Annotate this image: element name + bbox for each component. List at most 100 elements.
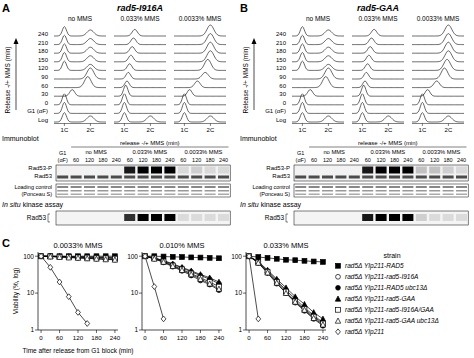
loading-band [443, 194, 454, 196]
x-tick-label: 120 [177, 334, 188, 341]
facs-row-label: G1 (αF) [27, 108, 48, 114]
facs-histogram [114, 64, 166, 71]
y-tick-label: 10 [131, 289, 139, 296]
series-marker [216, 279, 221, 284]
facs-histogram [114, 113, 166, 122]
rad53-band [389, 176, 400, 179]
series-marker [143, 254, 148, 259]
blot-title: Immunoblot [2, 135, 39, 142]
rad53-band [138, 176, 149, 179]
loading-band [111, 186, 122, 188]
loading-band [138, 186, 149, 188]
facs-histogram [54, 61, 106, 70]
kinase-title: In situ kinase assay [240, 201, 302, 209]
facs-axis [114, 123, 166, 124]
blot-row-label: Rad53 [34, 173, 52, 179]
kinase-title-part: assay [281, 201, 302, 209]
loading-band [295, 194, 306, 196]
rad53-band [111, 176, 122, 179]
blot-row-label: Rad53-P [266, 165, 290, 171]
lane-label: 180 [206, 157, 215, 163]
loading-label-part: (Ponceau S) [21, 191, 52, 197]
series-marker [57, 279, 62, 285]
y-tick-label: 1 [238, 326, 242, 333]
series-marker [103, 257, 108, 262]
lane-label-part: (αF) [296, 157, 306, 163]
rad53p-band [389, 167, 400, 174]
loading-band [362, 186, 373, 188]
rad53-band [151, 176, 162, 179]
facs-row-label: 30 [41, 91, 48, 97]
kinase-band [402, 214, 413, 221]
rad53-band [402, 176, 413, 179]
rad53-band [362, 176, 373, 179]
rad53p-band [295, 167, 306, 174]
series-line [145, 256, 219, 290]
loading-band [376, 190, 387, 192]
x-tick-label: 60 [160, 334, 167, 341]
facs-row-label: 30 [279, 91, 286, 97]
series-marker [76, 255, 81, 260]
legend-marker [336, 307, 341, 312]
facs-axis [352, 123, 404, 124]
kinase-title-part: assay [43, 201, 64, 209]
loading-band [151, 190, 162, 192]
loading-band [402, 186, 413, 188]
series-marker [76, 309, 81, 315]
facs-row-label: 150 [276, 57, 287, 63]
facs-row-label: 0 [45, 100, 49, 106]
facs-row-label: 240 [276, 31, 287, 37]
loading-band [376, 186, 387, 188]
facs-axis-label: Release -/+ MMS (min) [242, 47, 250, 114]
kinase-band [97, 214, 108, 221]
x-tick-label: 60 [264, 334, 271, 341]
facs-histogram [54, 102, 106, 113]
loading-band [111, 190, 122, 192]
kinase-band [71, 214, 82, 221]
series-marker [302, 307, 307, 312]
loading-band [443, 186, 454, 188]
series-marker [293, 299, 298, 304]
facs-tick-label: 2C [325, 127, 333, 133]
loading-band [335, 190, 346, 192]
loading-band [218, 186, 229, 188]
facs-column-label: 0.033% MMS [120, 15, 160, 22]
facs-histogram [352, 81, 404, 88]
series-marker [170, 263, 175, 268]
loading-frame [294, 184, 468, 197]
series-marker [302, 301, 307, 306]
series-marker [66, 255, 71, 260]
series-marker [48, 254, 53, 259]
lane-label-part: G1 [59, 150, 66, 156]
series-line [145, 256, 219, 289]
y-tick-label: 100 [231, 253, 242, 260]
rad53p-band [178, 167, 189, 174]
lane-label: 180 [152, 157, 161, 163]
series-marker [57, 254, 62, 259]
facs-histogram [352, 102, 404, 113]
figure: Arad5-I916ARelease -/+ MMS (min)LogG1 (α… [0, 0, 474, 358]
series-marker [39, 253, 44, 259]
blot-frame [56, 165, 230, 181]
series-marker [143, 254, 148, 259]
rad53p-band [362, 167, 373, 174]
facs-histogram [54, 52, 106, 61]
series-marker [152, 256, 157, 261]
loading-band [389, 186, 400, 188]
series-marker [48, 254, 53, 259]
x-tick [218, 330, 219, 333]
series-marker [39, 254, 44, 259]
kinase-band [416, 214, 427, 221]
group-label: 0.033% MMS [370, 149, 405, 155]
y-axis [142, 252, 143, 330]
facs-histogram [352, 47, 404, 54]
facs-histogram [54, 90, 106, 97]
facs-histogram [114, 73, 166, 79]
kinase-title-part: situ [246, 201, 259, 208]
plot-area [246, 253, 325, 328]
series-marker [57, 254, 62, 259]
kinase-band [389, 214, 400, 221]
facs-histogram [114, 29, 166, 36]
facs-tick [124, 124, 125, 127]
rad53-band [376, 176, 387, 179]
